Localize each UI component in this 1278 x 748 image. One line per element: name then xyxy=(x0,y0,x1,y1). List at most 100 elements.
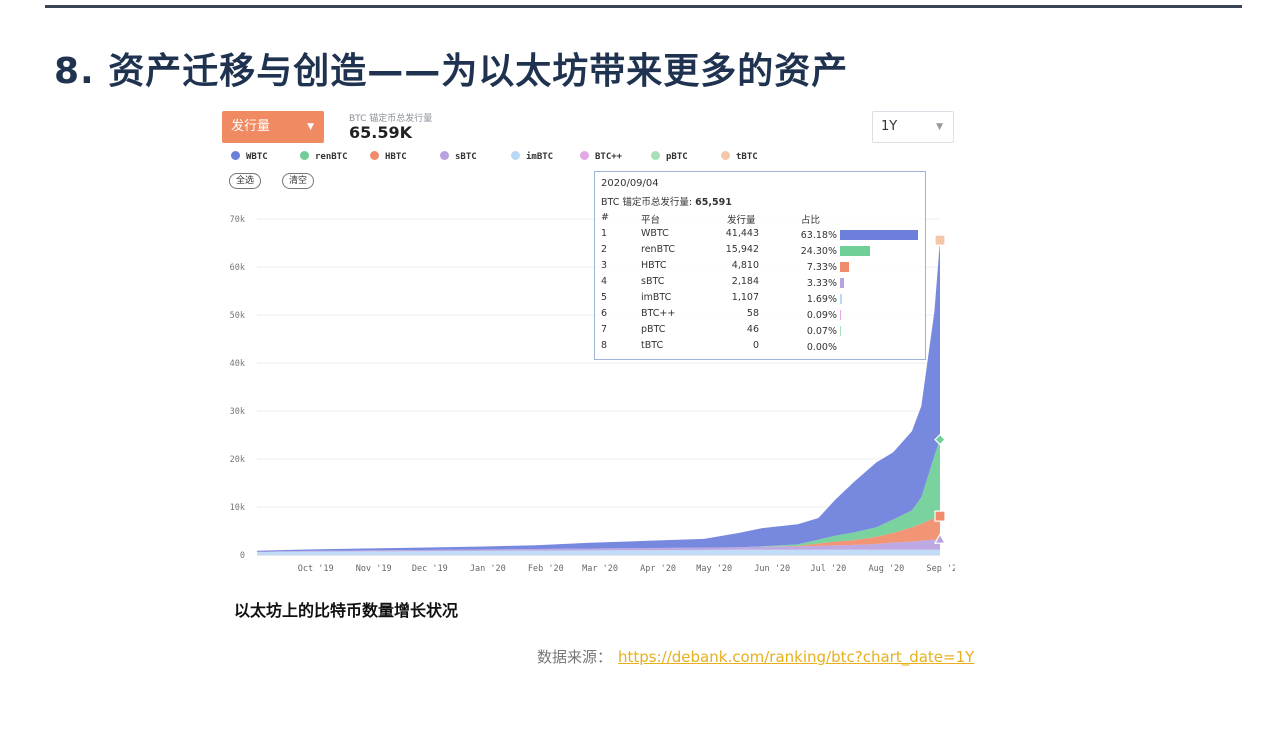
tooltip-share-bar xyxy=(840,262,850,272)
legend-item-hbtc[interactable]: HBTC xyxy=(370,151,407,162)
tooltip-rank: 7 xyxy=(601,324,608,335)
select-all-button[interactable]: 全选 xyxy=(229,173,262,189)
tooltip-share: 0.00% xyxy=(806,342,837,353)
y-tick-label: 20k xyxy=(230,455,245,465)
tooltip-row: 4 sBTC 2,184 3.33% xyxy=(595,276,925,292)
tooltip-header-rank: # xyxy=(601,212,609,223)
tooltip-header-row: # 平台 发行量 占比 xyxy=(595,212,925,228)
x-tick-label: Feb '20 xyxy=(528,564,564,574)
tooltip-row: 3 HBTC 4,810 7.33% xyxy=(595,260,925,276)
tooltip-platform: BTC++ xyxy=(641,308,676,319)
y-tick-label: 10k xyxy=(230,503,245,513)
y-tick-label: 30k xyxy=(230,407,245,417)
chart-tooltip: 2020/09/04 BTC 锚定币总发行量: 65,591 # 平台 发行量 … xyxy=(594,171,926,360)
area-series-sbtc xyxy=(257,539,940,553)
y-tick-label: 40k xyxy=(230,359,245,369)
time-range-label: 1Y xyxy=(881,119,898,134)
x-tick-label: Jul '20 xyxy=(810,564,846,574)
x-tick-label: Oct '19 xyxy=(298,564,334,574)
legend-label: renBTC xyxy=(315,152,348,162)
tooltip-row: 1 WBTC 41,443 63.18% xyxy=(595,228,925,244)
legend-label: pBTC xyxy=(666,152,688,162)
caret-down-icon: ▼ xyxy=(936,122,943,132)
chart-caption: 以太坊上的比特币数量增长状况 xyxy=(234,601,459,620)
tooltip-share: 24.30% xyxy=(800,246,837,257)
x-tick-label: May '20 xyxy=(696,564,732,574)
legend-label: tBTC xyxy=(736,152,758,162)
tooltip-total: BTC 锚定币总发行量: 65,591 xyxy=(601,194,732,208)
total-supply-value: 65.59K xyxy=(349,123,413,142)
legend-label: BTC++ xyxy=(595,152,623,162)
legend-item-btcpp[interactable]: BTC++ xyxy=(580,151,622,162)
tooltip-share: 3.33% xyxy=(806,278,837,289)
tooltip-header-share: 占比 xyxy=(801,215,821,226)
clear-button[interactable]: 清空 xyxy=(282,173,315,189)
x-tick-label: Jan '20 xyxy=(470,564,506,574)
tooltip-platform: WBTC xyxy=(641,228,669,239)
tooltip-row: 2 renBTC 15,942 24.30% xyxy=(595,244,925,260)
metric-dropdown-label: 发行量 xyxy=(231,119,271,134)
y-tick-label: 0 xyxy=(240,551,245,561)
tooltip-row: 6 BTC++ 58 0.09% xyxy=(595,308,925,324)
time-range-dropdown[interactable]: 1Y ▼ xyxy=(872,111,954,143)
total-supply-label: BTC 锚定币总发行量 xyxy=(349,114,433,124)
tooltip-amount: 0 xyxy=(752,340,759,351)
tooltip-share-bar xyxy=(840,310,841,320)
tooltip-rank: 1 xyxy=(601,228,608,239)
tooltip-amount: 46 xyxy=(746,324,759,335)
tooltip-share: 63.18% xyxy=(800,230,837,241)
tooltip-amount: 4,810 xyxy=(731,260,759,271)
tooltip-share: 0.09% xyxy=(806,310,837,321)
tooltip-platform: renBTC xyxy=(641,244,675,255)
end-marker-hbtc xyxy=(934,510,946,522)
tooltip-date: 2020/09/04 xyxy=(601,178,659,189)
legend-label: sBTC xyxy=(455,152,477,162)
legend-swatch xyxy=(651,151,660,160)
legend-label: HBTC xyxy=(385,152,407,162)
legend-item-imbtc[interactable]: imBTC xyxy=(511,151,553,162)
tooltip-rank: 2 xyxy=(601,244,608,255)
data-source-link[interactable]: https://debank.com/ranking/btc?chart_dat… xyxy=(618,648,975,666)
tooltip-share: 0.07% xyxy=(806,326,837,337)
end-marker-sbtc xyxy=(933,532,947,544)
legend-item-wbtc[interactable]: WBTC xyxy=(231,151,268,162)
x-tick-label: Dec '19 xyxy=(412,564,448,574)
tooltip-row: 5 imBTC 1,107 1.69% xyxy=(595,292,925,308)
tooltip-header-platform: 平台 xyxy=(641,215,661,226)
tooltip-rank: 3 xyxy=(601,260,608,271)
tooltip-platform: pBTC xyxy=(641,324,666,335)
data-source: 数据来源： https://debank.com/ranking/btc?char… xyxy=(537,646,974,667)
legend-swatch xyxy=(370,151,379,160)
x-tick-label: Mar '20 xyxy=(582,564,618,574)
legend-swatch xyxy=(721,151,730,160)
x-tick-label: Apr '20 xyxy=(640,564,676,574)
tooltip-rank: 8 xyxy=(601,340,608,351)
slide-top-rule xyxy=(45,5,1242,8)
stacked-area-chart: 0 10k 20k 30k 40k 50k 60k 70k Oct '19 Nov '19 Dec … xyxy=(230,215,955,574)
tooltip-share-bar xyxy=(840,326,841,336)
y-tick-label: 50k xyxy=(230,311,245,321)
area-series-imbtc xyxy=(257,549,940,555)
metric-dropdown[interactable]: 发行量 ▼ xyxy=(222,111,324,143)
tooltip-share-bar xyxy=(840,294,843,304)
end-marker-renbtc xyxy=(934,433,946,446)
tooltip-row: 8 tBTC 0 0.00% xyxy=(595,340,925,356)
legend-item-sbtc[interactable]: sBTC xyxy=(440,151,477,162)
tooltip-amount: 41,443 xyxy=(725,228,759,239)
y-tick-label: 70k xyxy=(230,215,245,225)
tooltip-platform: tBTC xyxy=(641,340,664,351)
x-tick-label: Aug '20 xyxy=(868,564,904,574)
tooltip-rank: 6 xyxy=(601,308,608,319)
legend-item-pbtc[interactable]: pBTC xyxy=(651,151,688,162)
tooltip-amount: 58 xyxy=(746,308,759,319)
data-source-label: 数据来源： xyxy=(537,648,613,666)
slide-title: 8. 资产迁移与创造——为以太坊带来更多的资产 xyxy=(54,51,849,92)
legend-item-renbtc[interactable]: renBTC xyxy=(300,151,348,162)
legend-swatch xyxy=(511,151,520,160)
legend-label: WBTC xyxy=(246,152,268,162)
tooltip-rank: 4 xyxy=(601,276,608,287)
y-tick-label: 60k xyxy=(230,263,245,273)
tooltip-row: 7 pBTC 46 0.07% xyxy=(595,324,925,340)
legend-item-tbtc[interactable]: tBTC xyxy=(721,151,758,162)
tooltip-amount: 15,942 xyxy=(725,244,759,255)
